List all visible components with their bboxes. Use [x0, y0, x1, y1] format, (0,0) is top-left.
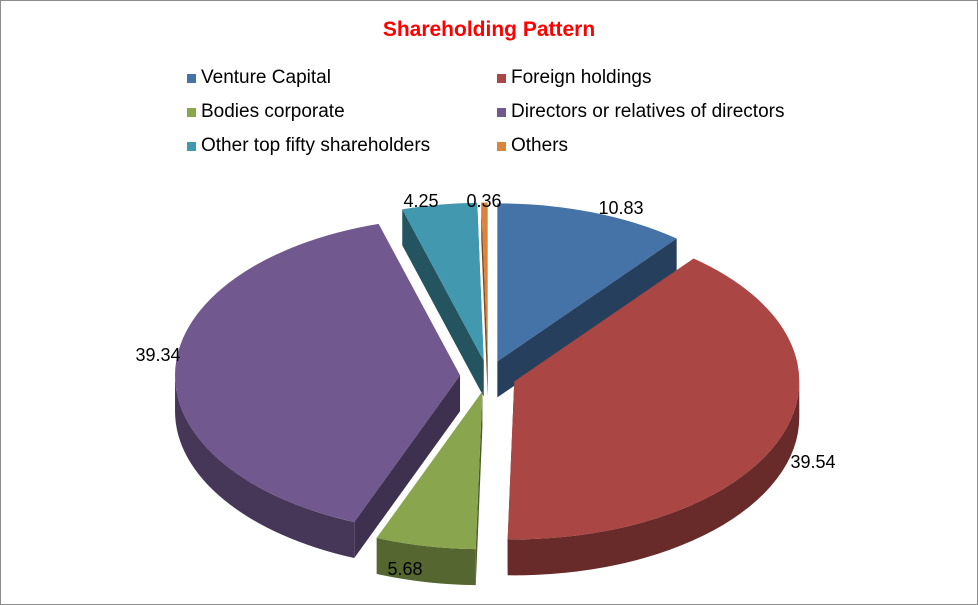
- slice-foreign-holdings: [507, 258, 800, 576]
- slice-venture-capital: [497, 203, 677, 398]
- legend-label-other-top-fifty: Other top fifty shareholders: [201, 135, 431, 156]
- slice-bodies-corporate: [376, 391, 483, 586]
- chart-title: Shareholding Pattern: [382, 18, 596, 41]
- data-label-others: 0.36: [466, 191, 501, 211]
- legend-label-bodies-corporate: Bodies corporate: [201, 101, 345, 122]
- legend-label-venture-capital: Venture Capital: [201, 67, 331, 88]
- slice-others: [481, 202, 488, 397]
- legend-item-foreign-holdings: Foreign holdings: [497, 66, 837, 90]
- legend-label-foreign-holdings: Foreign holdings: [511, 67, 652, 88]
- legend-label-others: Others: [511, 135, 569, 156]
- legend-label-directors: Directors or relatives of directors: [511, 101, 785, 122]
- data-label-other-top-fifty: 4.25: [403, 191, 438, 211]
- slice-directors: [175, 223, 461, 559]
- slice-other-top-fifty: [402, 202, 484, 397]
- legend-swatch-other-top-fifty: [187, 141, 196, 151]
- legend-item-bodies-corporate: Bodies corporate: [187, 100, 497, 124]
- legend-swatch-directors: [497, 107, 506, 117]
- legend-swatch-bodies-corporate: [187, 107, 196, 117]
- legend-swatch-venture-capital: [187, 73, 196, 83]
- legend-item-venture-capital: Venture Capital: [187, 66, 497, 90]
- data-label-bodies-corporate: 5.68: [387, 559, 422, 579]
- data-label-venture-capital: 10.83: [598, 198, 643, 218]
- legend-item-other-top-fifty: Other top fifty shareholders: [187, 134, 497, 158]
- data-label-foreign-holdings: 39.54: [790, 452, 835, 472]
- legend: Venture Capital Foreign holdings Bodies …: [187, 66, 847, 158]
- legend-item-directors: Directors or relatives of directors: [497, 100, 837, 124]
- legend-swatch-foreign-holdings: [497, 73, 506, 83]
- legend-item-others: Others: [497, 134, 837, 158]
- legend-swatch-others: [497, 141, 506, 151]
- data-label-directors: 39.34: [135, 345, 180, 365]
